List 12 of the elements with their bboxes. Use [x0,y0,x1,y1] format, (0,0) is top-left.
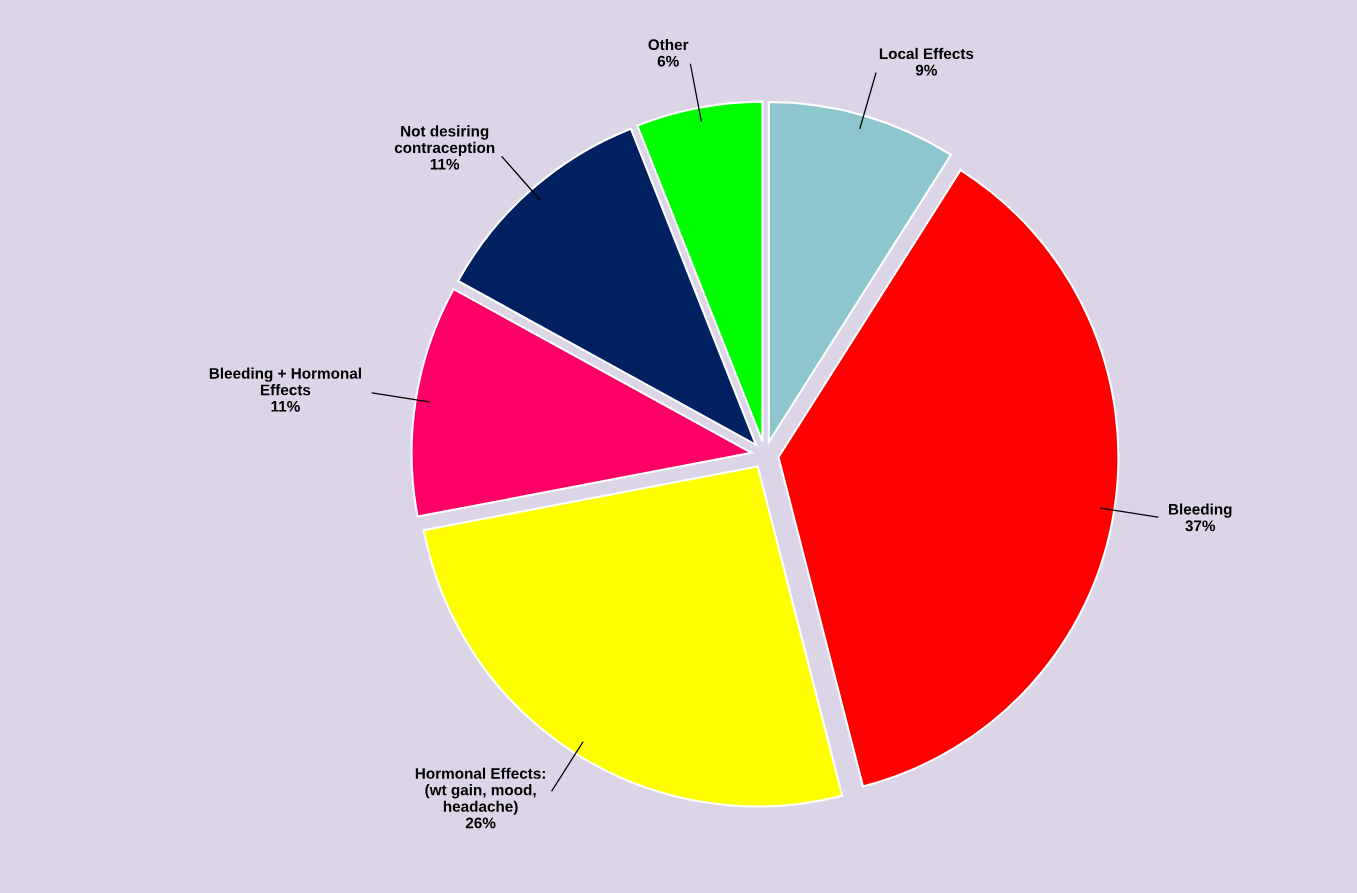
data-label: 6% [657,55,679,67]
slice-label: Other [648,38,689,51]
slice-label: Not desiring contraception [394,125,495,157]
data-label: 11% [430,158,460,170]
slice-label: Bleeding [1169,503,1232,518]
slice-label: Bleeding + Hormonal Effects [209,367,361,396]
data-label: 9% [915,64,938,76]
data-label: 37% [1185,520,1216,532]
data-label: 26% [465,817,496,829]
slice-label: Hormonal Effects: (wt gain, mood, headache) [415,767,545,815]
data-label: 11% [271,400,300,412]
slice-label: Local Effects [879,47,974,60]
